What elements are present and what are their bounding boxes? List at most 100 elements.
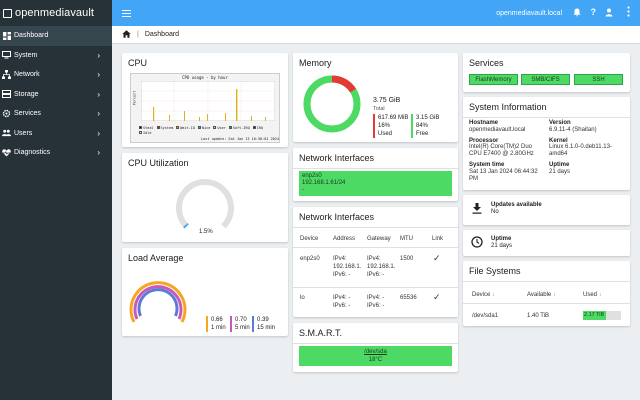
sysinfo-uptime-value: 21 days (549, 168, 571, 175)
network-interfaces-summary-card: Network Interfaces enp2s0 192.168.1.61/2… (293, 148, 458, 201)
memory-free: 3.15 GiB 84% Free (411, 114, 439, 138)
service-status-pill[interactable]: SSH (574, 74, 623, 85)
memory-donut (303, 75, 361, 133)
sysinfo-time-value-1: Sat 13 Jan 2024 06:44:32 (469, 168, 538, 175)
load-average-title: Load Average (128, 253, 184, 263)
logo-text: openmediavault (15, 7, 95, 19)
cpu-legend-item: Nice (197, 126, 210, 131)
cpu-legend-item: Steal (139, 126, 154, 131)
sort-icon: ↓ (598, 292, 602, 298)
home-icon[interactable] (122, 29, 131, 40)
service-status-pill[interactable]: SMB/CIFS (521, 74, 570, 85)
net-table-header: Gateway (367, 236, 391, 242)
cpu-utilization-title: CPU Utilization (128, 158, 189, 168)
sidebar-item-services[interactable]: Services › (0, 104, 112, 124)
cpu-legend-item: IRQ (252, 126, 263, 131)
cpu-legend-item: Idle (139, 130, 151, 136)
smart-title: S.M.A.R.T. (299, 328, 343, 338)
sidebar-item-label: Users (14, 129, 33, 137)
network-interfaces-table-card: Network Interfaces Device Address Gateway M… (293, 207, 458, 317)
logo-icon (3, 8, 12, 18)
cpu-legend-item: System (156, 126, 173, 131)
load-average-rings (129, 281, 187, 323)
chevron-right-icon: › (97, 148, 100, 158)
sidebar-item-storage[interactable]: Storage › (0, 85, 112, 105)
sysinfo-hostname-value: openmediavault.local (469, 126, 526, 133)
diagnostics-icon (2, 148, 11, 157)
net-row-address: IPv4: - IPv6: - (333, 295, 351, 309)
breadcrumb-current: Dashboard (144, 31, 180, 38)
updates-value: No (491, 209, 499, 215)
fs-row-device: /dev/sda1 (472, 313, 499, 319)
system-information-title: System Information (469, 102, 547, 112)
network-interface-tile[interactable]: enp2s0 192.168.1.61/24 - (299, 171, 452, 196)
link-check-icon: ✓ (433, 292, 441, 302)
file-systems-card: File Systems Device ↓ Available ↓ Used ↓ /d… (463, 261, 630, 326)
sidebar-item-system[interactable]: System › (0, 46, 112, 66)
sidebar-item-network[interactable]: Network › (0, 65, 112, 85)
sysinfo-processor-value-1: Intel(R) Core(TM)2 Duo (469, 144, 533, 151)
sidebar-item-label: Dashboard (14, 32, 49, 40)
sidebar-item-users[interactable]: Users › (0, 124, 112, 144)
uptime-card: Uptime 21 days (463, 230, 630, 256)
network-interface-extra: - (302, 187, 304, 193)
fs-table-header[interactable]: Device ↓ (472, 292, 496, 298)
fs-row-used-bar: 2.17 TiB (583, 311, 621, 320)
sidebar-item-label: Services (14, 110, 41, 118)
sysinfo-right-column: Version 6.9.11-4 (Shaitan) Kernel Linux … (549, 120, 612, 176)
sysinfo-left-column: Hostname openmediavault.local Processor … (469, 120, 538, 182)
cpu-legend-item: User (213, 126, 226, 131)
service-status-pill[interactable]: FlashMemory (469, 74, 518, 85)
load-average-item: 0.66 1 min (206, 316, 226, 332)
net-table-header: Device (300, 236, 319, 242)
chevron-right-icon: › (97, 50, 100, 60)
notifications-icon[interactable] (573, 8, 581, 19)
sidebar-item-label: Diagnostics (14, 149, 51, 157)
cpu-card-title: CPU (128, 58, 148, 68)
monitor-icon (2, 51, 11, 60)
sysinfo-uptime-label: Uptime (549, 161, 570, 168)
system-information-card: System Information Hostname openmediavau… (463, 97, 630, 190)
net-row-device: lo (300, 295, 305, 301)
help-icon[interactable]: ? (590, 7, 597, 17)
services-card: Services FlashMemory SMB/CIFS SSH (463, 53, 630, 92)
clock-icon (471, 236, 483, 250)
cpu-card: CPU CPU usage - by hour Percent Steal Sys… (122, 53, 288, 147)
fs-table-header[interactable]: Used ↓ (583, 292, 602, 298)
breadcrumb: | Dashboard (112, 26, 640, 44)
cpu-chart-image: CPU usage - by hour Percent Steal System W… (130, 73, 280, 143)
load-average-item: 0.70 5 min (230, 316, 250, 332)
sysinfo-processor-label: Processor (469, 137, 499, 144)
hostname: openmediavault.local (496, 9, 562, 17)
net-row-device: enp2s0 (300, 256, 320, 262)
cpu-chart-ylabel: Percent (132, 90, 137, 106)
breadcrumb-separator: | (137, 31, 139, 38)
logo[interactable]: openmediavault (0, 0, 112, 26)
net-table-header: Link (432, 236, 444, 242)
sysinfo-time-value-2: PM (469, 175, 478, 182)
sysinfo-time-label: System time (469, 161, 505, 168)
fs-row-used-fill: 2.17 TiB (583, 311, 607, 320)
chevron-right-icon: › (97, 70, 100, 80)
network-interface-address: 192.168.1.61/24 (302, 180, 346, 186)
sysinfo-kernel-value-2: amd64 (549, 151, 568, 158)
chevron-right-icon: › (97, 109, 100, 119)
sidebar-item-diagnostics[interactable]: Diagnostics › (0, 143, 112, 163)
smart-device-tile[interactable]: /dev/sda 18°C (299, 346, 452, 366)
more-vert-icon[interactable] (627, 6, 630, 19)
link-check-icon: ✓ (433, 253, 441, 263)
fs-table-header[interactable]: Available ↓ (527, 292, 556, 298)
sidebar: openmediavault Dashboard System › Network › S… (0, 0, 112, 400)
sort-icon: ↓ (492, 292, 496, 298)
sidebar-item-label: System (14, 51, 38, 59)
user-icon[interactable] (605, 8, 613, 19)
net-row-mtu: 65536 (400, 295, 417, 301)
memory-card: Memory 3.75 GiB Total 617.69 MiB 16% Use… (293, 53, 458, 142)
cpu-legend-item: Soft-IRQ (228, 126, 250, 131)
memory-used: 617.69 MiB 16% Used (373, 114, 408, 138)
menu-toggle-icon[interactable] (122, 8, 131, 19)
sidebar-item-label: Storage (14, 90, 39, 98)
sidebar-item-dashboard[interactable]: Dashboard (0, 26, 112, 46)
sysinfo-version-value: 6.9.11-4 (Shaitan) (549, 126, 597, 133)
memory-total: 3.75 GiB Total (373, 97, 401, 112)
